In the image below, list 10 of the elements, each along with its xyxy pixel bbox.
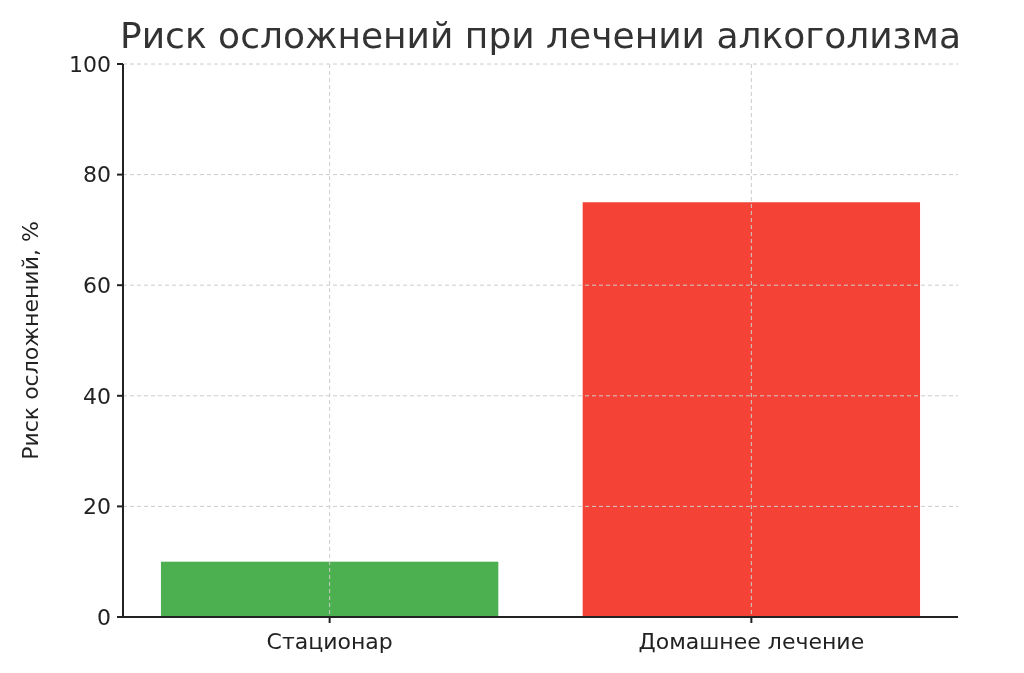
x-tick-label: Стационар	[266, 629, 393, 654]
y-tick-label: 0	[97, 604, 111, 630]
y-tick-label: 80	[83, 162, 111, 188]
x-tick-label: Домашнее лечение	[638, 629, 865, 654]
y-axis-title: Риск осложнений, %	[18, 221, 43, 460]
chart-title: Риск осложнений при лечении алкоголизма	[120, 15, 961, 56]
y-tick-label: 40	[83, 383, 111, 409]
y-tick-label: 20	[83, 494, 111, 520]
y-tick-label: 60	[83, 272, 111, 298]
y-tick-label: 100	[69, 51, 111, 77]
